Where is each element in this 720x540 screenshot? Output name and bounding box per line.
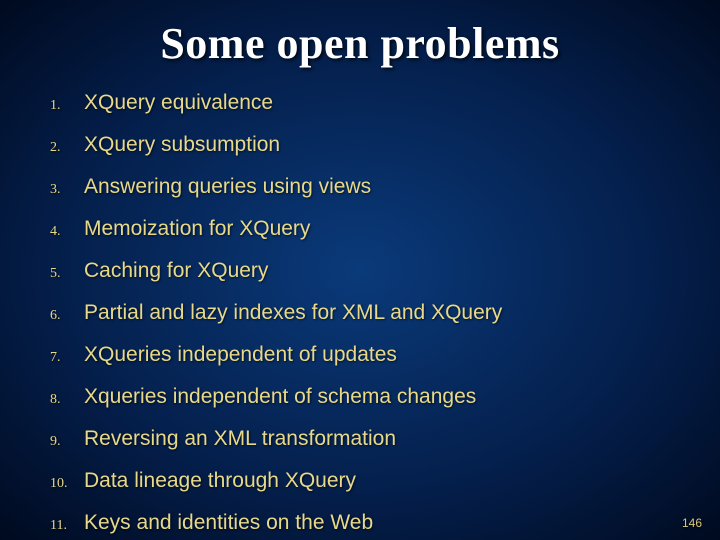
list-item: 4. Memoization for XQuery (50, 217, 680, 241)
item-text: Data lineage through XQuery (84, 469, 356, 493)
list-item: 2. XQuery subsumption (50, 133, 680, 157)
item-text: Caching for XQuery (84, 259, 268, 283)
list-item: 10. Data lineage through XQuery (50, 469, 680, 493)
item-text: XQuery equivalence (84, 91, 273, 115)
item-text: XQuery subsumption (84, 133, 280, 157)
item-list: 1. XQuery equivalence 2. XQuery subsumpt… (40, 91, 680, 535)
list-item: 7. XQueries independent of updates (50, 343, 680, 367)
slide-title: Some open problems (40, 18, 680, 69)
item-number: 2. (50, 140, 84, 156)
item-text: Answering queries using views (84, 175, 371, 199)
item-text: Xqueries independent of schema changes (84, 385, 476, 409)
item-text: XQueries independent of updates (84, 343, 397, 367)
item-text: Memoization for XQuery (84, 217, 310, 241)
item-number: 6. (50, 308, 84, 324)
item-number: 1. (50, 98, 84, 114)
item-number: 3. (50, 182, 84, 198)
list-item: 9. Reversing an XML transformation (50, 427, 680, 451)
item-number: 11. (50, 518, 84, 534)
slide: Some open problems 1. XQuery equivalence… (0, 0, 720, 540)
item-text: Partial and lazy indexes for XML and XQu… (84, 301, 502, 325)
item-number: 5. (50, 266, 84, 282)
item-number: 7. (50, 350, 84, 366)
list-item: 5. Caching for XQuery (50, 259, 680, 283)
item-text: Keys and identities on the Web (84, 511, 373, 535)
list-item: 11. Keys and identities on the Web (50, 511, 680, 535)
list-item: 1. XQuery equivalence (50, 91, 680, 115)
item-number: 8. (50, 392, 84, 408)
list-item: 8. Xqueries independent of schema change… (50, 385, 680, 409)
item-number: 4. (50, 224, 84, 240)
page-number: 146 (682, 516, 702, 530)
list-item: 3. Answering queries using views (50, 175, 680, 199)
item-number: 10. (50, 476, 84, 492)
item-number: 9. (50, 434, 84, 450)
list-item: 6. Partial and lazy indexes for XML and … (50, 301, 680, 325)
item-text: Reversing an XML transformation (84, 427, 396, 451)
